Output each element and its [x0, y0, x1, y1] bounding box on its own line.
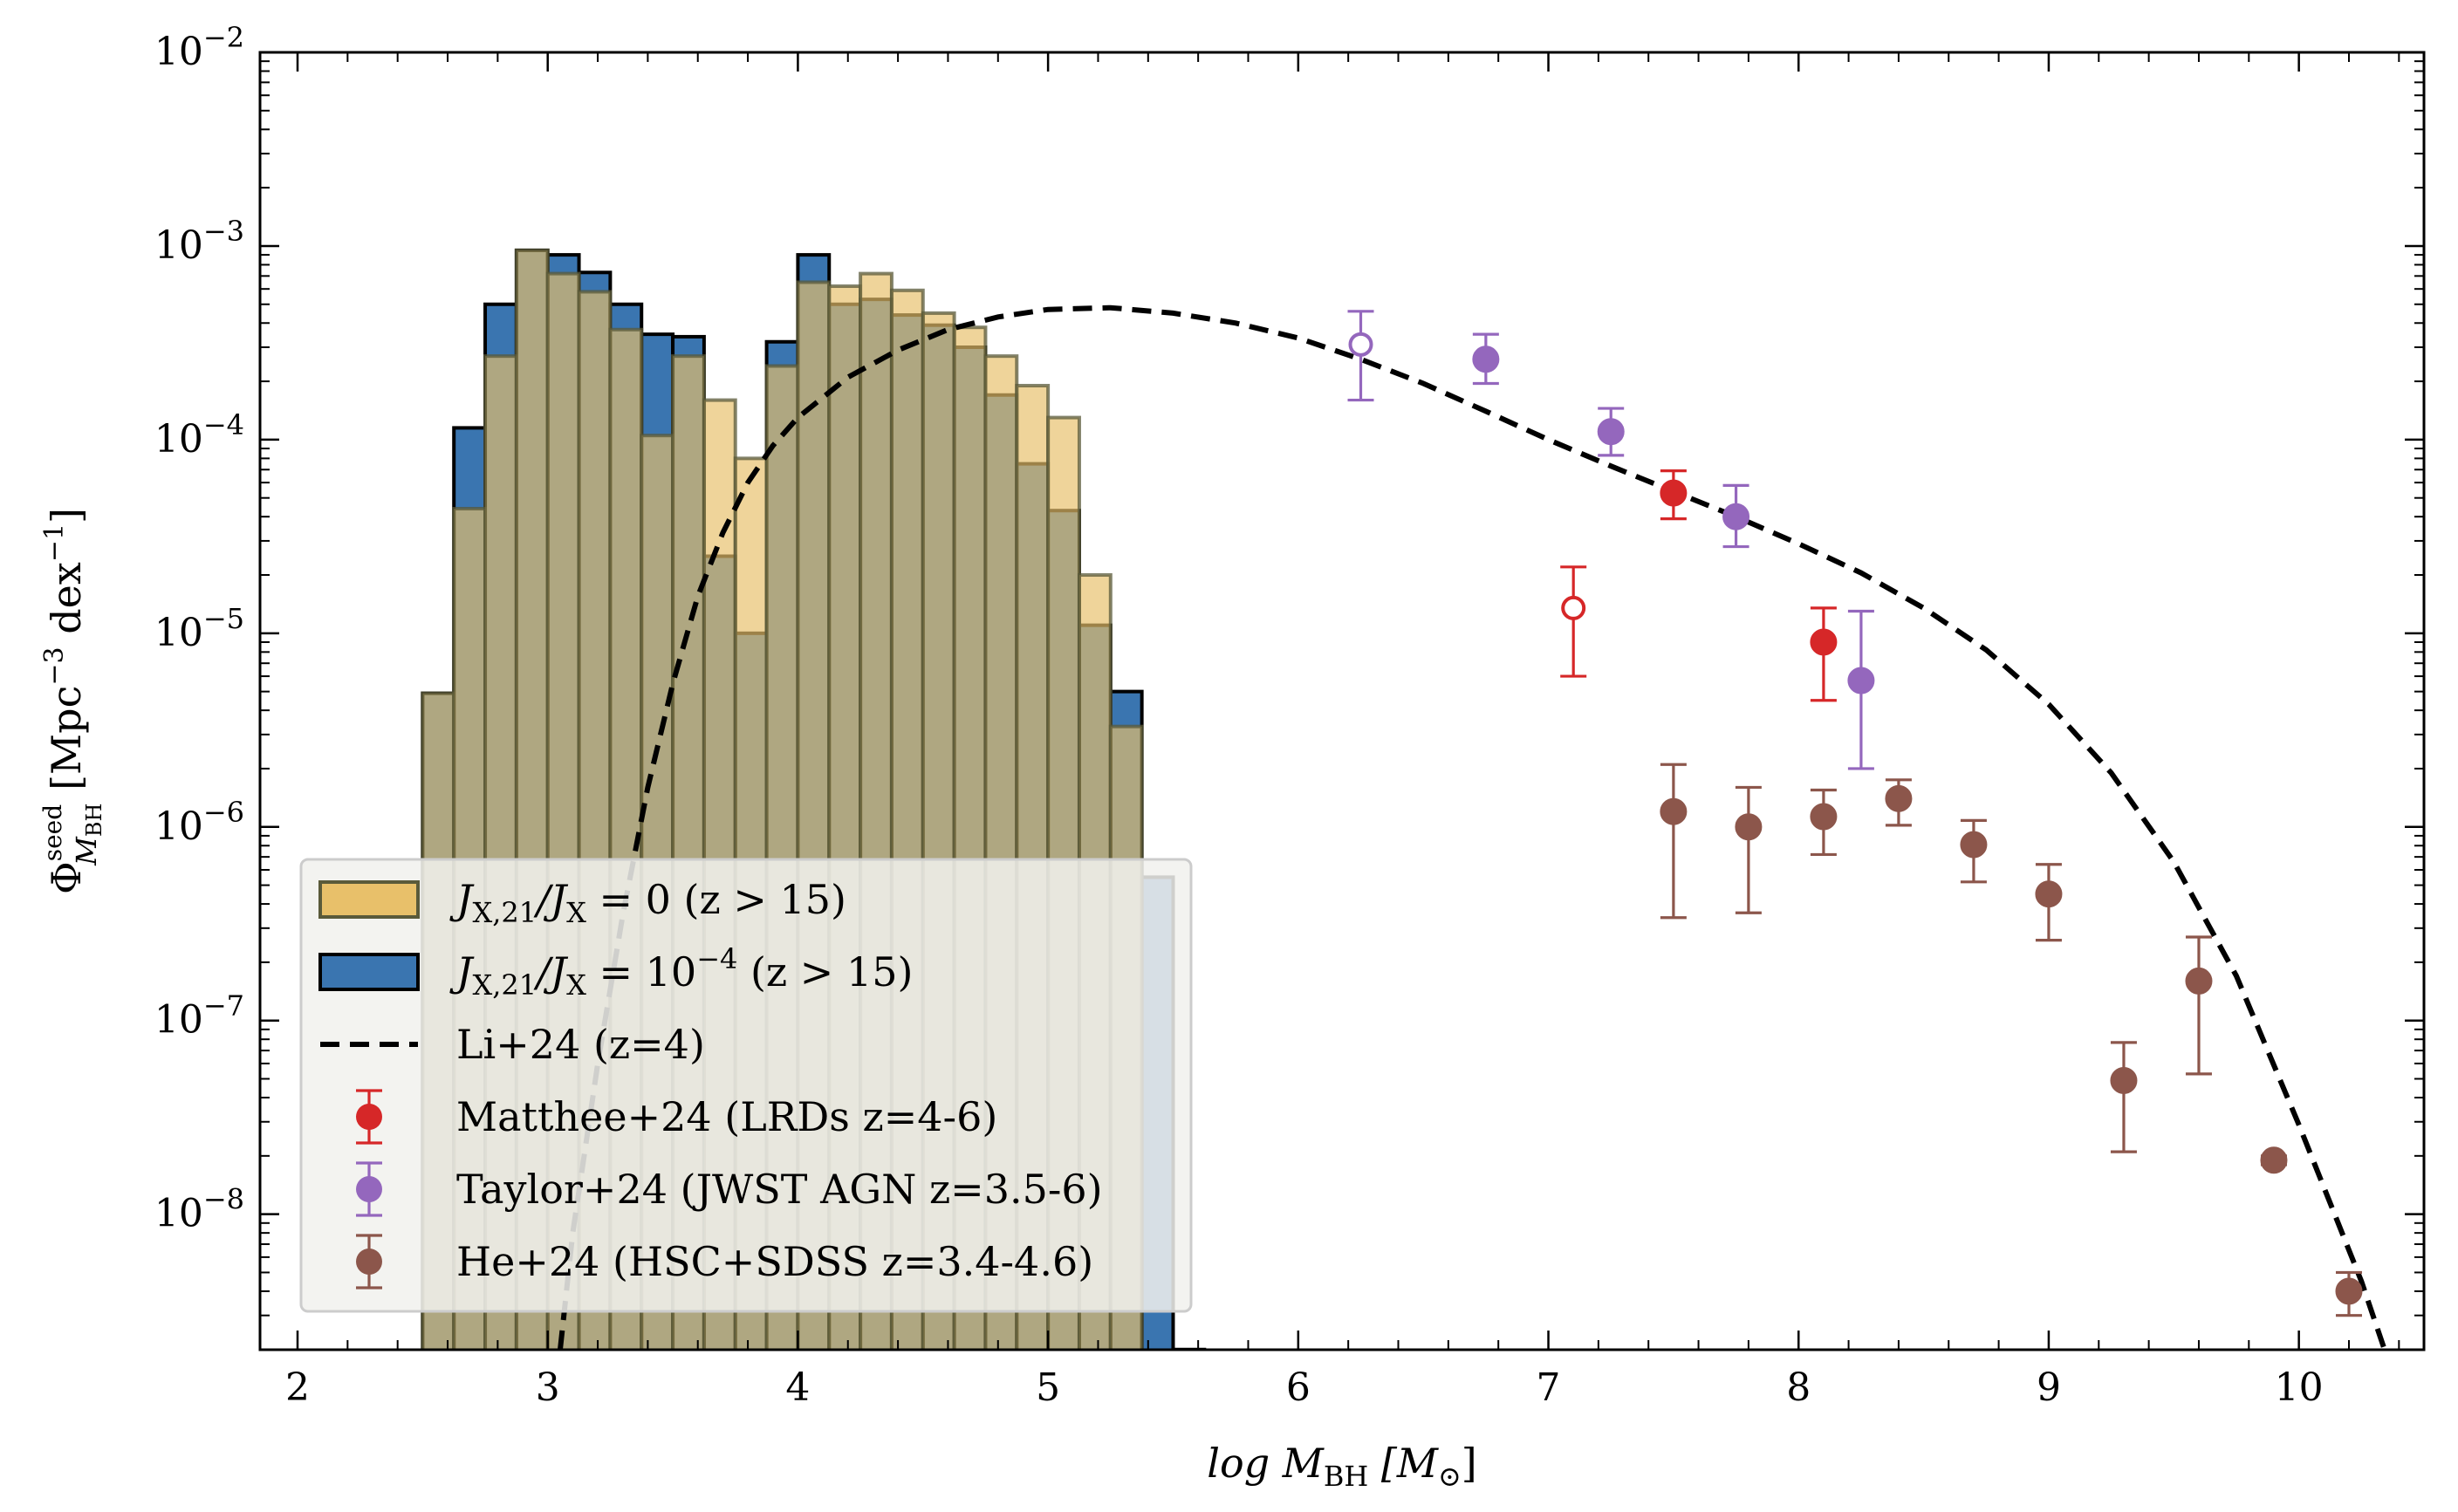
x-tick-label: 8	[1786, 1365, 1811, 1410]
legend-label: He+24 (HSC+SDSS z=3.4-4.6)	[456, 1238, 1093, 1285]
data-point	[1597, 418, 1625, 446]
y-tick-label: 10−8	[154, 1183, 244, 1236]
legend-marker	[356, 1176, 382, 1202]
legend-label: Matthee+24 (LRDs z=4-6)	[456, 1093, 997, 1140]
x-tick-label: 4	[785, 1365, 810, 1410]
data-point	[2110, 1066, 2138, 1094]
data-point	[2035, 880, 2063, 908]
x-tick-label: 9	[2037, 1365, 2061, 1410]
li24-line-layer	[558, 304, 2388, 1350]
data-point	[2335, 1277, 2363, 1305]
y-tick-label: 10−4	[154, 408, 244, 462]
x-axis-label: log MBH [M⊙]	[1207, 1440, 1476, 1493]
li24-dashed-line	[558, 304, 2388, 1350]
data-point	[1735, 813, 1763, 841]
data-point	[1810, 628, 1838, 656]
x-tick-label: 6	[1286, 1365, 1311, 1410]
y-tick-label: 10−7	[154, 989, 244, 1043]
y-tick-label: 10−2	[154, 21, 244, 74]
data-point	[1810, 803, 1838, 831]
axis-labels: log MBH [M⊙] ΦseedMBH [Mpc−3 dex−1]	[38, 508, 1477, 1493]
y-tick-label: 10−5	[154, 602, 244, 655]
plot-frame	[258, 51, 2426, 1351]
legend-marker	[356, 1104, 382, 1130]
legend-marker	[356, 1249, 382, 1275]
data-point	[2260, 1146, 2288, 1174]
x-tick-label: 10	[2275, 1365, 2324, 1410]
data-points-layer	[1347, 310, 2363, 1317]
data-point	[1472, 346, 1500, 373]
legend: JX,21/JX = 0 (z > 15)JX,21/JX = 10−4 (z …	[299, 858, 1193, 1313]
data-point	[1847, 667, 1875, 694]
legend-patch	[318, 953, 420, 991]
x-tick-label: 7	[1537, 1365, 1561, 1410]
y-tick-label: 10−3	[154, 215, 244, 268]
y-axis-label: ΦseedMBH [Mpc−3 dex−1]	[38, 508, 106, 894]
x-tick-label: 5	[1036, 1365, 1060, 1410]
legend-label: Li+24 (z=4)	[456, 1021, 705, 1068]
axes: 2 3 4 5 6 7 8 9 10 10−2 10−3 10−4 10−5 10−6 10−7 10−8	[154, 21, 2426, 1410]
data-point	[1722, 503, 1750, 530]
data-point	[1660, 479, 1688, 507]
legend-box	[299, 858, 1193, 1313]
y-tick-label: 10−6	[154, 796, 244, 849]
data-point	[1885, 784, 1913, 812]
legend-label: Taylor+24 (JWST AGN z=3.5-6)	[456, 1166, 1103, 1213]
x-tick-label: 3	[536, 1365, 560, 1410]
data-point	[2185, 967, 2213, 995]
legend-patch	[318, 880, 420, 919]
x-tick-label: 2	[285, 1365, 310, 1410]
data-point	[1960, 831, 1988, 859]
open-data-point	[1348, 332, 1373, 357]
data-point	[1660, 797, 1688, 825]
open-data-point	[1561, 595, 1586, 620]
